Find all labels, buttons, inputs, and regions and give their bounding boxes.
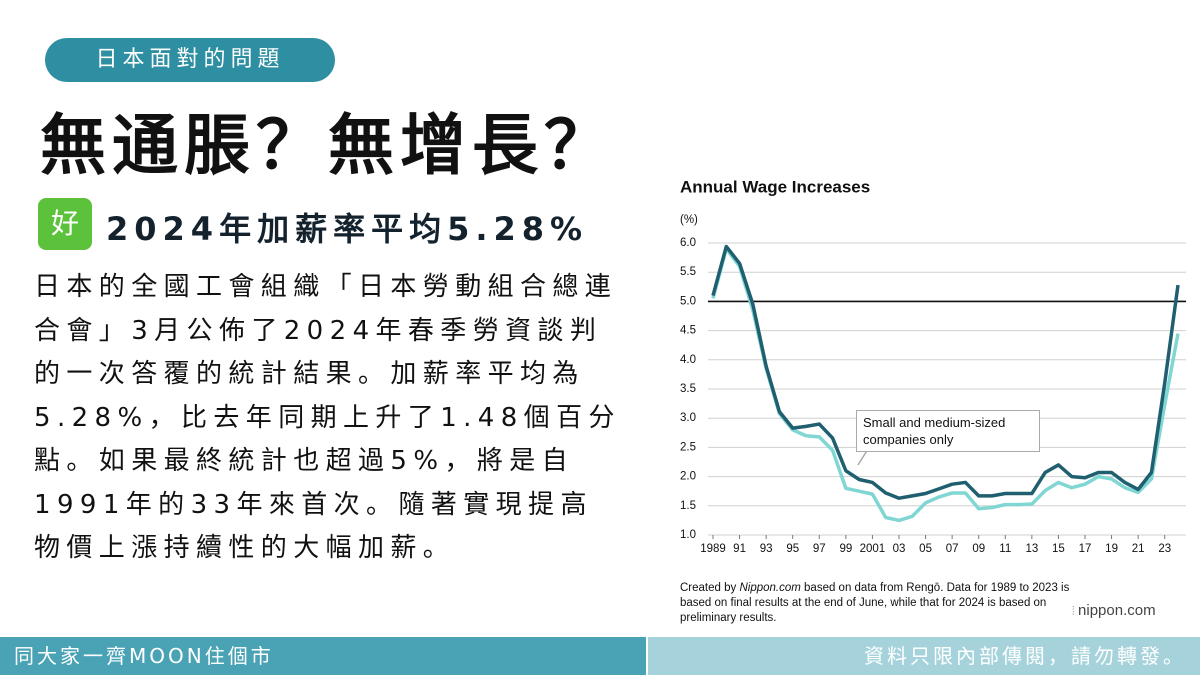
y-tick-label: 3.0 [680,412,696,424]
x-tick-label: 93 [760,543,773,555]
series-annotation: Small and medium-sized companies only [856,410,1040,452]
subheadline: 2024年加薪率平均5.28% [106,210,589,248]
x-tick-label: 99 [839,543,852,555]
logo-icon: ⦙ [1072,604,1079,618]
footer-right: 資料只限內部傳閱，請勿轉發。 [648,637,1200,675]
x-tick-label: 95 [786,543,799,555]
footer-left: 同大家一齊MOON住個市 [0,637,646,675]
series-line [711,247,1180,523]
source-text: based on data from Rengō. Data for 1989 … [680,582,1070,624]
source-text: Created by [680,582,740,594]
y-tick-label: 1.0 [680,529,696,541]
body-line: 物價上漲持續性的大幅加薪。 [34,533,456,563]
x-tick-label: 19 [1105,543,1118,555]
series-line [711,244,1180,500]
x-tick-label: 17 [1079,543,1092,555]
x-tick-label: 09 [972,543,985,555]
x-tick-label: 15 [1052,543,1065,555]
x-tick-label: 03 [893,543,906,555]
chart-title: Annual Wage Increases [680,177,870,196]
y-tick-label: 3.5 [680,383,696,395]
x-tick-label: 13 [1025,543,1038,555]
y-tick-label: 2.0 [680,471,696,483]
y-tick-label: 5.0 [680,295,696,307]
y-unit: (%) [680,214,698,226]
y-tick-label: 4.0 [680,354,696,366]
x-tick-label: 91 [733,543,746,555]
body-line: 合會」3月公佈了2024年春季勞資談判 [34,315,603,346]
x-tick-label: 1989 [700,543,726,555]
badge: 好 [38,198,92,250]
source-text: Nippon.com [739,582,801,594]
x-tick-label: 07 [946,543,959,555]
body-line: 點。如果最終統計也超過5%，將是自 [34,446,575,476]
y-tick-label: 6.0 [680,237,696,249]
body-line: 日本的全國工會組織「日本勞動組合總連 [34,272,618,302]
tag: 日本面對的問題 [45,38,335,82]
x-tick-label: 23 [1158,543,1171,555]
body-line: 5.28%，比去年同期上升了1.48個百分 [34,402,621,433]
body-line: 的一次答覆的統計結果。加薪率平均為 [34,359,585,389]
x-tick-label: 11 [999,543,1011,555]
source-note: Created by Nippon.com based on data from… [680,581,1080,626]
x-tick-label: 97 [813,543,826,555]
x-tick-label: 2001 [860,543,886,555]
x-tick-label: 05 [919,543,932,555]
headline: 無通脹？無增長？ [40,106,616,184]
y-tick-label: 4.5 [680,325,696,337]
logo-text: nippon.com [1078,602,1156,619]
y-tick-label: 5.5 [680,266,696,278]
y-tick-label: 2.5 [680,441,696,453]
body-text: 日本的全國工會組織「日本勞動組合總連 合會」3月公佈了2024年春季勞資談判 的一次… [34,266,621,571]
x-tick-label: 21 [1132,543,1145,555]
logo: ⦙ nippon.com [1072,602,1156,619]
body-line: 1991年的33年來首次。隨著實現提高 [34,489,593,520]
y-tick-label: 1.5 [680,500,696,512]
